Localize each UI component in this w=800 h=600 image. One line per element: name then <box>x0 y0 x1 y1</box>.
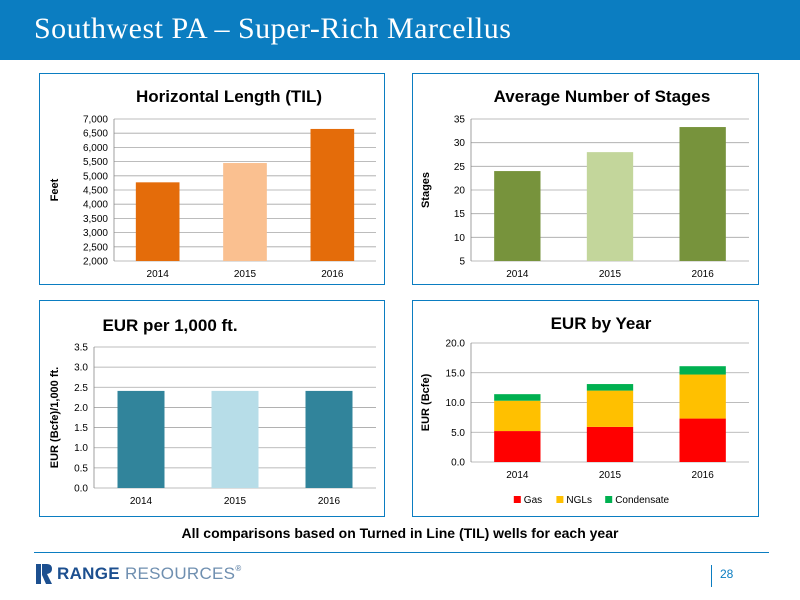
bar-ngls-2015 <box>586 390 634 427</box>
legend-label-gas: Gas <box>524 495 542 506</box>
x-tick-label: 2015 <box>234 269 257 280</box>
bar-condensate-2014 <box>494 394 541 401</box>
x-tick-label: 2015 <box>224 496 247 507</box>
y-tick-label: 5 <box>459 257 465 268</box>
y-tick-label: 25 <box>454 162 466 173</box>
chart-panel-average-stages: Average Number of Stages 5 10 15 20 25 30 35 Sta… <box>412 73 759 285</box>
bar-2015 <box>211 390 259 488</box>
bar-condensate-2016 <box>679 366 726 375</box>
y-tick-label: 2,000 <box>83 257 108 268</box>
bar-2014 <box>135 182 180 261</box>
x-tick-label: 2016 <box>321 269 344 280</box>
y-tick-label: 4,500 <box>83 186 108 197</box>
slide-header: Southwest PA – Super-Rich Marcellus <box>0 0 800 60</box>
y-tick-label: 30 <box>454 138 466 149</box>
y-tick-label: 15 <box>454 209 466 220</box>
x-tick-label: 2016 <box>318 496 341 507</box>
range-logo-icon <box>36 564 52 584</box>
bar-2016 <box>310 128 355 261</box>
bar-2014 <box>117 390 165 488</box>
footnote: All comparisons based on Turned in Line … <box>181 525 619 541</box>
y-tick-label: 5.0 <box>451 428 465 439</box>
bar-2016 <box>305 390 353 488</box>
y-tick-label: 3,500 <box>83 214 108 225</box>
slide-title: Southwest PA – Super-Rich Marcellus <box>34 12 512 45</box>
y-tick-label: 2.5 <box>74 383 88 394</box>
y-tick-label: 3.0 <box>74 363 88 374</box>
y-tick-label: 6,500 <box>83 129 108 140</box>
bar-2015 <box>223 163 267 261</box>
chart-eur-per-1000ft: EUR per 1,000 ft. 0.0 0.5 1.0 1.5 2.0 2.5 3.0 3.… <box>49 316 376 507</box>
x-tick-label: 2014 <box>130 496 153 507</box>
logo-word-resources: RESOURCES <box>124 564 236 583</box>
bar-2015 <box>586 152 634 261</box>
legend-label-condensate: Condensate <box>615 495 669 506</box>
y-tick-label: 10.0 <box>446 398 466 409</box>
legend-swatch-condensate <box>605 496 613 503</box>
bar-gas-2016 <box>679 418 726 462</box>
y-axis-label: Stages <box>420 172 432 208</box>
chart-panel-horizontal-length: Horizontal Length (TIL) 2,000 2,500 3,000 3,… <box>39 73 385 285</box>
y-tick-label: 5,000 <box>83 171 108 182</box>
page-number: 28 <box>720 567 734 581</box>
x-tick-label: 2016 <box>692 269 715 280</box>
y-tick-label: 1.0 <box>74 443 88 454</box>
y-tick-label: 10 <box>454 233 466 244</box>
bar-2014 <box>494 171 541 261</box>
y-tick-label: 5,500 <box>83 157 108 168</box>
y-tick-label: 2,500 <box>83 242 108 253</box>
chart-horizontal-length: Horizontal Length (TIL) 2,000 2,500 3,000 3,… <box>49 87 376 280</box>
y-tick-label: 0.0 <box>74 484 88 495</box>
chart-title: EUR by Year <box>551 314 652 333</box>
range-resources-logo: RANGE RESOURCES® <box>36 562 242 586</box>
y-tick-label: 1.5 <box>74 423 88 434</box>
x-tick-label: 2014 <box>506 269 529 280</box>
legend-swatch-gas <box>513 496 521 503</box>
y-axis-label: EUR (Bcfe) <box>420 373 432 431</box>
bar-gas-2015 <box>586 426 634 462</box>
chart-title: EUR per 1,000 ft. <box>102 316 237 335</box>
chart-panel-eur-per-1000ft: EUR per 1,000 ft. 0.0 0.5 1.0 1.5 2.0 2.5 3.0 3.… <box>39 300 385 517</box>
bar-gas-2014 <box>494 431 541 462</box>
legend-label-ngls: NGLs <box>566 495 592 506</box>
logo-registered-mark: ® <box>235 564 242 573</box>
y-tick-label: 3,000 <box>83 228 108 239</box>
y-axis-label: Feet <box>49 178 61 201</box>
logo-word-range: RANGE <box>57 564 120 583</box>
x-tick-label: 2014 <box>147 269 170 280</box>
page-number-divider <box>711 565 712 587</box>
bar-condensate-2015 <box>586 384 634 391</box>
chart-average-stages: Average Number of Stages 5 10 15 20 25 30 35 Sta… <box>420 87 749 280</box>
bar-ngls-2014 <box>494 400 541 432</box>
chart-eur-by-year: EUR by Year 0.0 5.0 10.0 15.0 20.0 EUR (Bcfe) 2… <box>420 314 749 506</box>
chart-panel-eur-by-year: EUR by Year 0.0 5.0 10.0 15.0 20.0 EUR (Bcfe) 2… <box>412 300 759 517</box>
footer-divider <box>34 552 769 553</box>
y-tick-label: 35 <box>454 115 466 126</box>
y-tick-label: 6,000 <box>83 143 108 154</box>
bar-ngls-2016 <box>679 374 726 419</box>
y-axis-label: EUR (Bcfe)/1,000 ft. <box>49 367 61 468</box>
x-tick-label: 2015 <box>599 269 622 280</box>
y-tick-label: 15.0 <box>446 368 466 379</box>
y-tick-label: 0.5 <box>74 463 88 474</box>
x-tick-label: 2014 <box>506 470 529 481</box>
x-tick-label: 2015 <box>599 470 622 481</box>
y-tick-label: 2.0 <box>74 403 88 414</box>
y-tick-label: 3.5 <box>74 343 88 354</box>
chart-title: Average Number of Stages <box>494 87 711 106</box>
chart-title: Horizontal Length (TIL) <box>136 87 322 106</box>
y-tick-label: 0.0 <box>451 458 465 469</box>
y-tick-label: 20.0 <box>446 339 466 350</box>
bar-2016 <box>679 127 726 261</box>
x-tick-label: 2016 <box>692 470 715 481</box>
y-tick-label: 7,000 <box>83 115 108 126</box>
logo-wordmark: RANGE RESOURCES® <box>57 564 242 584</box>
y-tick-label: 20 <box>454 186 466 197</box>
y-tick-label: 4,000 <box>83 200 108 211</box>
legend-swatch-ngls <box>556 496 564 503</box>
